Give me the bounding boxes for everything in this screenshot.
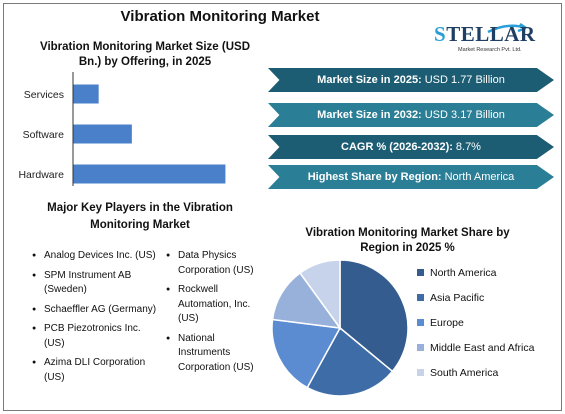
- key-player-item: Rockwell Automation, Inc. (US): [166, 283, 266, 327]
- pie-chart-title: Vibration Monitoring Market Share by Reg…: [305, 227, 510, 254]
- bar-software: [73, 124, 132, 144]
- key-player-item: National Instruments Corporation (US): [166, 332, 266, 376]
- legend-swatch: [417, 294, 424, 301]
- stat-banner-2: Market Size in 2032: USD 3.17 Billion: [268, 103, 554, 127]
- bar-label-hardware: Hardware: [18, 169, 64, 181]
- legend-item: Europe: [417, 316, 534, 329]
- stat-banner-1: Market Size in 2025: USD 1.77 Billion: [268, 68, 554, 92]
- legend-item: Asia Pacific: [417, 291, 534, 304]
- stat-banner-label: CAGR % (2026-2032):: [341, 141, 453, 153]
- stat-banner-label: Highest Share by Region:: [307, 171, 442, 183]
- stellar-logo: STELLAR Market Research Pvt. Ltd.: [428, 20, 535, 56]
- legend-swatch: [417, 344, 424, 351]
- key-player-item: Azima DLI Corporation (US): [32, 356, 162, 385]
- stat-banner-value: USD 1.77 Billion: [424, 74, 505, 86]
- bar-hardware: [73, 164, 226, 184]
- pie-slice-south-america: [298, 259, 341, 331]
- legend-swatch: [417, 369, 424, 376]
- logo-tagline: Market Research Pvt. Ltd.: [458, 47, 522, 53]
- bar-services: [73, 84, 99, 104]
- logo-swoosh-icon: [487, 22, 527, 34]
- bar-label-services: Services: [24, 89, 64, 101]
- key-players-list-left: Analog Devices Inc. (US) SPM Instrument A…: [32, 249, 162, 390]
- pie-slice-asia-pacific: [306, 326, 394, 397]
- legend-label: Asia Pacific: [430, 291, 485, 304]
- pie-slice-north-america: [339, 259, 409, 373]
- stat-banner-value: USD 3.17 Billion: [424, 109, 505, 121]
- stat-banner-4: Highest Share by Region: North America: [268, 165, 554, 189]
- page-title: Vibration Monitoring Market: [120, 8, 320, 25]
- key-player-item: Schaeffler AG (Germany): [32, 303, 162, 318]
- stat-banner-value: 8.7%: [455, 141, 481, 153]
- legend-label: North America: [430, 266, 497, 279]
- key-players-title: Major Key Players in the Vibration Monit…: [47, 202, 233, 231]
- legend-item: Middle East and Africa: [417, 341, 534, 354]
- legend-swatch: [417, 319, 424, 326]
- legend-label: South America: [430, 366, 499, 379]
- bar-label-software: Software: [23, 129, 65, 141]
- key-player-item: SPM Instrument AB (Sweden): [32, 269, 162, 298]
- legend-label: Europe: [430, 316, 464, 329]
- legend-item: North America: [417, 266, 534, 279]
- legend-item: South America: [417, 366, 534, 379]
- key-player-item: Analog Devices Inc. (US): [32, 249, 162, 264]
- stat-banner-value: North America: [444, 171, 515, 183]
- pie-slice-europe: [271, 318, 342, 389]
- pie-legend: North America Asia Pacific Europe Middle Ea…: [417, 266, 534, 391]
- stat-banner-3: CAGR % (2026-2032): 8.7%: [268, 135, 554, 159]
- stat-banner-label: Market Size in 2032:: [317, 109, 422, 121]
- legend-label: Middle East and Africa: [430, 341, 535, 354]
- key-player-item: PCB Piezotronics Inc. (US): [32, 322, 162, 351]
- pie-slice-middle-east-and-africa: [271, 271, 342, 329]
- legend-swatch: [417, 269, 424, 276]
- key-player-item: Data Physics Corporation (US): [166, 249, 266, 278]
- bar-chart-title: Vibration Monitoring Market Size (USD Bn…: [40, 41, 250, 68]
- stat-banner-label: Market Size in 2025:: [317, 74, 422, 86]
- key-players-list-right: Data Physics Corporation (US) Rockwell Au…: [166, 249, 266, 380]
- logo-wordmark: STELLAR: [434, 22, 536, 46]
